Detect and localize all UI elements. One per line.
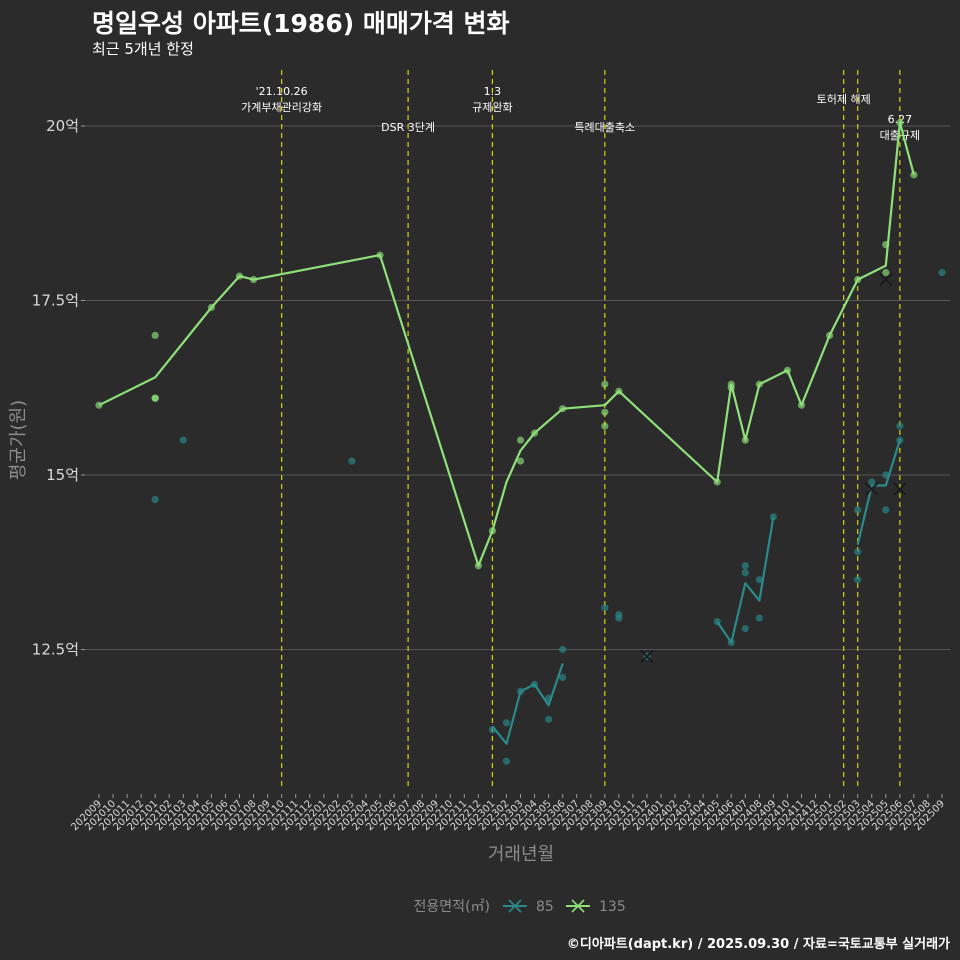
data-point bbox=[559, 645, 567, 654]
x-axis: 2020092020102020112020122021012021022021… bbox=[69, 794, 947, 833]
legend-key bbox=[503, 899, 527, 913]
y-axis-label: 평균가(원) bbox=[8, 400, 29, 480]
data-point bbox=[545, 715, 553, 723]
cross-marker bbox=[893, 482, 907, 496]
data-point bbox=[868, 478, 876, 486]
cross-marker bbox=[640, 649, 654, 664]
legend: 전용면적(㎡) 85 135 bbox=[414, 899, 626, 915]
legend-label: 135 bbox=[599, 899, 626, 915]
y-tick-label: 15억 bbox=[46, 466, 79, 484]
event-label: 규제완화 bbox=[472, 101, 512, 114]
grid-lines bbox=[85, 125, 950, 650]
data-point bbox=[938, 268, 946, 277]
data-point bbox=[502, 719, 511, 727]
series-line bbox=[491, 663, 564, 745]
data-point bbox=[559, 673, 567, 682]
y-tick-label: 17.5억 bbox=[32, 292, 79, 310]
series-line bbox=[856, 439, 901, 546]
legend-label: 85 bbox=[536, 899, 554, 915]
data-point bbox=[601, 604, 609, 612]
event-label: DSR 3단계 bbox=[381, 121, 435, 134]
event-label: 대출규제 bbox=[880, 129, 920, 142]
data-point bbox=[516, 457, 525, 465]
data-point bbox=[601, 408, 609, 416]
source-caption: ©디아파트(dapt.kr) / 2025.09.30 / 자료=국토교통부 실… bbox=[566, 937, 950, 952]
legend-key bbox=[566, 899, 590, 913]
y-axis: 12.5억 15억 17.5억 20억 bbox=[32, 117, 85, 659]
data-point bbox=[854, 548, 862, 556]
cross-stroke bbox=[865, 482, 879, 496]
series-layer bbox=[95, 118, 946, 765]
legend-key-cross bbox=[571, 899, 585, 913]
data-point bbox=[741, 562, 749, 570]
data-point bbox=[151, 331, 159, 339]
chart-title: 명일우성 아파트(1986) 매매가격 변화 bbox=[92, 9, 510, 38]
chart-subtitle: 최근 5개년 한정 bbox=[92, 40, 194, 58]
event-label: 가계부채관리강화 bbox=[241, 101, 322, 114]
data-point bbox=[502, 757, 511, 765]
data-point bbox=[755, 614, 763, 622]
data-point bbox=[882, 506, 890, 514]
event-label: 1.3 bbox=[484, 85, 502, 98]
data-point bbox=[769, 513, 778, 521]
series-line bbox=[98, 121, 915, 567]
y-tick-label: 12.5억 bbox=[32, 641, 79, 659]
data-point bbox=[755, 576, 763, 584]
y-tick-label: 20억 bbox=[46, 117, 79, 135]
data-point bbox=[179, 436, 187, 444]
data-point bbox=[741, 569, 749, 577]
x-axis-label: 거래년월 bbox=[488, 844, 554, 865]
event-label: 토허제 해제 bbox=[817, 92, 871, 106]
series-line bbox=[716, 516, 775, 644]
data-point bbox=[882, 268, 890, 277]
event-label: '21.10.26 bbox=[256, 85, 308, 98]
data-point bbox=[348, 457, 356, 465]
data-point bbox=[151, 495, 159, 504]
cross-marker bbox=[879, 272, 893, 287]
cross-marker bbox=[865, 482, 879, 496]
legend-title: 전용면적(㎡) bbox=[414, 899, 490, 915]
cross-stroke bbox=[893, 482, 907, 496]
legend-key-cross bbox=[508, 899, 522, 913]
data-point bbox=[854, 576, 862, 584]
data-point bbox=[601, 422, 609, 430]
data-point bbox=[151, 394, 159, 402]
data-point bbox=[854, 506, 862, 514]
event-label: 특례대출축소 bbox=[574, 121, 635, 134]
data-point bbox=[615, 614, 623, 622]
data-point bbox=[601, 380, 609, 388]
cross-stroke bbox=[640, 649, 654, 664]
data-point bbox=[896, 422, 904, 430]
cross-stroke bbox=[879, 272, 893, 287]
data-point bbox=[741, 624, 749, 633]
data-point bbox=[516, 436, 525, 444]
